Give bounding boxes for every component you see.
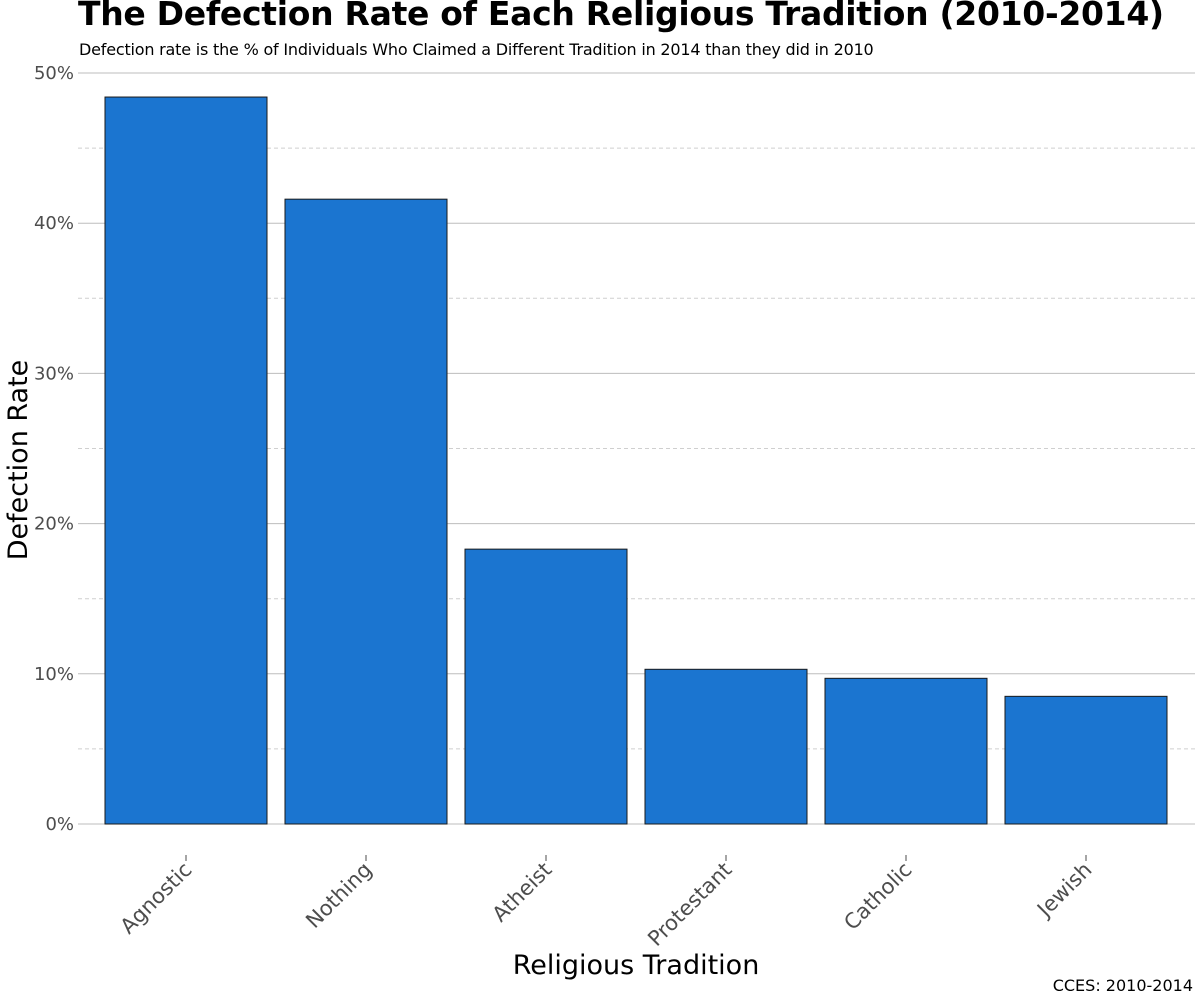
y-axis-ticks: 0% 10% 20% 30% 40% 50% (34, 63, 74, 835)
x-tick-label: Agnostic (116, 858, 197, 939)
y-tick-label: 10% (34, 664, 74, 685)
x-tick-label: Nothing (301, 858, 376, 933)
x-tick-label: Protestant (643, 858, 736, 951)
bar-catholic (824, 677, 988, 825)
chart-subtitle: Defection rate is the % of Individuals W… (79, 40, 874, 59)
x-tick-label: Jewish (1031, 858, 1096, 923)
chart-title: The Defection Rate of Each Religious Tra… (78, 0, 1164, 33)
y-tick-label: 50% (34, 63, 74, 84)
bar-jewish (1004, 695, 1168, 825)
y-tick-label: 30% (34, 363, 74, 384)
y-tick-label: 20% (34, 514, 74, 535)
bar-atheist (464, 548, 628, 825)
chart-caption: CCES: 2010-2014 (1052, 976, 1193, 995)
y-tick-label: 0% (45, 814, 74, 835)
y-axis-title: Defection Rate (3, 360, 34, 561)
x-axis-ticks: Agnostic Nothing Atheist Protestant Catholic… (116, 855, 1097, 951)
x-tick-label: Catholic (839, 858, 916, 935)
x-tick-label: Atheist (488, 858, 557, 927)
bar-nothing (284, 198, 448, 825)
bar-protestant (644, 668, 808, 825)
y-tick-label: 40% (34, 213, 74, 234)
bars (104, 96, 1168, 825)
x-axis-title: Religious Tradition (513, 950, 760, 981)
bar-agnostic (104, 96, 268, 825)
